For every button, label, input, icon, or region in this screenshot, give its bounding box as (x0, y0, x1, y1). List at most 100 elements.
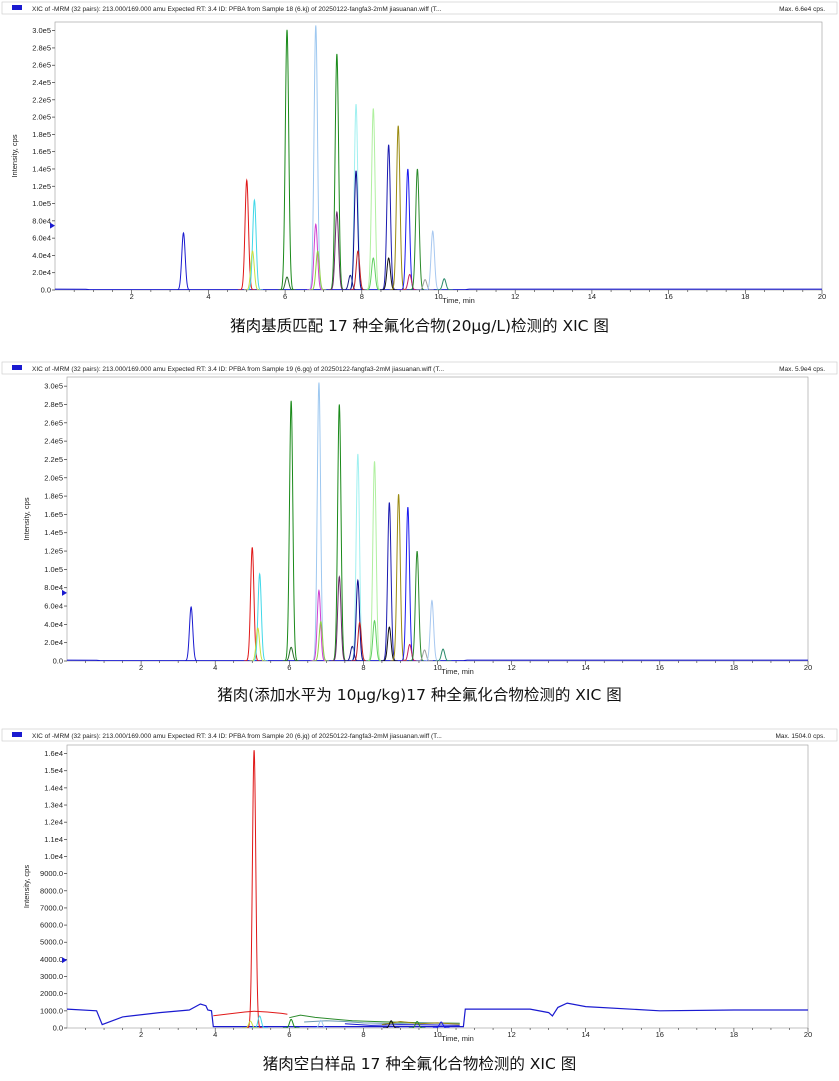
x-tick-label: 16 (664, 292, 672, 301)
x-tick-label: 2 (139, 663, 143, 672)
baseline-trace (67, 1002, 808, 1028)
y-tick-label: 4.0e4 (44, 620, 63, 629)
peak-trace (364, 108, 382, 290)
peak-trace (307, 223, 325, 290)
peak-trace (242, 1020, 259, 1028)
peak-trace (390, 494, 407, 661)
x-tick-label: 18 (741, 292, 749, 301)
x-tick-label: 2 (130, 292, 134, 301)
y-axis-label: Intensity, cps (10, 134, 19, 177)
peak-trace (408, 168, 427, 290)
peak-trace (416, 649, 433, 661)
peak-trace (401, 273, 419, 290)
y-tick-label: 1.6e5 (44, 510, 63, 519)
peak-trace (408, 1020, 426, 1028)
peak-trace (351, 621, 369, 661)
y-tick-label: 7000.0 (40, 903, 63, 912)
peak-trace (312, 1019, 330, 1028)
y-tick-label: 1.4e4 (44, 783, 63, 792)
trace-color-swatch (12, 365, 22, 370)
peak-trace (364, 257, 382, 290)
max-intensity-label: Max. 1504.0 cps. (776, 733, 826, 740)
y-tick-label: 1.6e5 (32, 147, 51, 156)
peak-trace (380, 257, 398, 290)
peak-trace (432, 1021, 450, 1028)
y-tick-label: 4000.0 (40, 955, 63, 964)
chart-panel-2: XIC of -MRM (32 pairs): 213.000/169.000 … (0, 360, 839, 678)
chromatogram-3: XIC of -MRM (32 pairs): 213.000/169.000 … (1, 728, 838, 1043)
x-tick-label: 16 (656, 1030, 664, 1039)
header-bar (1, 728, 838, 742)
x-tick-label: 2 (139, 1030, 143, 1039)
peak-trace (366, 461, 383, 661)
plot-area (67, 750, 808, 1028)
peak-trace (245, 750, 263, 1028)
peak-trace (366, 619, 383, 661)
peak-trace (243, 547, 261, 661)
y-tick-label: 2.0e5 (44, 473, 63, 482)
y-tick-label: 3000.0 (40, 972, 63, 981)
x-tick-label: 8 (360, 292, 364, 301)
peak-trace (328, 53, 346, 290)
y-tick-label: 1.0e5 (44, 565, 63, 574)
max-intensity-label: Max. 5.9e4 cps. (779, 366, 825, 373)
chart-panel-1: XIC of -MRM (32 pairs): 213.000/169.000 … (0, 0, 839, 310)
y-axis-label: Intensity, cps (22, 865, 31, 908)
xic-header-text: XIC of -MRM (32 pairs): 213.000/169.000 … (32, 733, 442, 740)
y-tick-label: 1000.0 (40, 1006, 63, 1015)
chart-panel-3: XIC of -MRM (32 pairs): 213.000/169.000 … (0, 727, 839, 1047)
max-intensity-label: Max. 6.6e4 cps. (779, 6, 825, 13)
y-tick-label: 2.6e5 (44, 418, 63, 427)
y-tick-label: 1.2e5 (32, 182, 51, 191)
noise-trace (304, 1020, 460, 1025)
peak-trace (330, 575, 348, 661)
peak-trace (389, 125, 407, 290)
y-tick-label: 1.0e4 (44, 852, 63, 861)
peak-trace (423, 599, 441, 661)
y-tick-label: 2.0e4 (44, 638, 63, 647)
x-tick-label: 4 (206, 292, 210, 301)
x-tick-label: 8 (361, 663, 365, 672)
y-tick-label: 6000.0 (40, 921, 63, 930)
peak-trace (278, 276, 296, 290)
peak-trace (309, 250, 327, 290)
peak-trace (328, 210, 346, 290)
y-tick-label: 1.2e5 (44, 547, 63, 556)
plot-area (67, 382, 808, 661)
y-tick-label: 2.2e5 (32, 95, 51, 104)
y-tick-label: 0.0 (41, 286, 51, 295)
y-tick-label: 0.0 (53, 657, 63, 666)
peak-trace (312, 620, 330, 661)
plot-area (55, 25, 822, 290)
trace-color-swatch (12, 5, 22, 10)
y-tick-label: 2.8e5 (32, 43, 51, 52)
y-tick-label: 1.0e5 (32, 199, 51, 208)
x-tick-label: 14 (588, 292, 596, 301)
peak-trace (238, 178, 256, 290)
trace-color-swatch (12, 732, 22, 737)
peak-trace (330, 404, 348, 661)
x-tick-label: 6 (283, 292, 287, 301)
peak-trace (434, 648, 452, 661)
x-tick-label: 6 (287, 1030, 291, 1039)
rt-marker-icon (62, 957, 67, 964)
x-tick-label: 16 (656, 663, 664, 672)
x-tick-label: 10 (434, 292, 442, 301)
x-tick-label: 12 (507, 1030, 515, 1039)
noise-trace (344, 1023, 460, 1026)
y-tick-label: 1.3e4 (44, 801, 63, 810)
peak-trace (174, 231, 193, 290)
y-tick-label: 3.0e5 (32, 26, 51, 35)
noise-trace (213, 1010, 288, 1017)
x-tick-label: 18 (730, 663, 738, 672)
peak-trace (416, 279, 434, 290)
rt-marker-icon (62, 589, 67, 596)
y-tick-label: 9000.0 (40, 869, 63, 878)
y-tick-label: 2.0e4 (32, 268, 51, 277)
noise-trace (289, 1014, 460, 1024)
x-tick-label: 10 (433, 663, 441, 672)
y-tick-label: 1.8e5 (44, 492, 63, 501)
peak-trace (349, 578, 367, 661)
peak-trace (408, 550, 426, 661)
peak-trace (182, 605, 200, 661)
